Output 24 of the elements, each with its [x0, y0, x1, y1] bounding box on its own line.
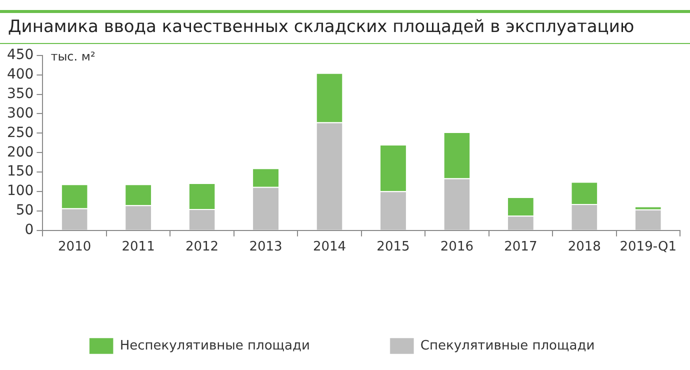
x-tick-label: 2019-Q1	[620, 240, 677, 255]
x-tick-label: 2014	[312, 240, 346, 255]
y-tick-label: 400	[6, 66, 34, 82]
x-tick-label: 2016	[440, 240, 474, 255]
y-tick-label: 350	[6, 86, 34, 102]
y-tick-label: 100	[6, 183, 34, 200]
y-tick-label: 450	[6, 47, 34, 64]
x-tick-label: 2011	[122, 240, 155, 255]
y-tick-label: 0	[24, 222, 34, 238]
y-tick-label: 50	[16, 202, 34, 219]
chart-title: Динамика ввода качественных складских площадей в эксплуатацию	[0, 10, 690, 44]
x-tick-label: 2015	[376, 240, 410, 255]
y-tick-label: 150	[6, 164, 34, 180]
y-tick-label: 250	[6, 124, 34, 141]
y-axis-title: тыс. м²	[50, 50, 96, 64]
y-tick-label: 300	[6, 105, 34, 122]
x-tick-label: 2012	[185, 240, 219, 255]
x-tick-label: 2013	[249, 240, 282, 255]
y-tick-label: 200	[6, 144, 34, 160]
legend-label: Неспекулятивные площади	[120, 338, 310, 354]
x-tick-label: 2010	[58, 240, 92, 255]
x-tick-label: 2018	[568, 240, 601, 255]
x-tick-label: 2017	[504, 240, 538, 255]
legend-label: Спекулятивные площади	[420, 338, 595, 354]
